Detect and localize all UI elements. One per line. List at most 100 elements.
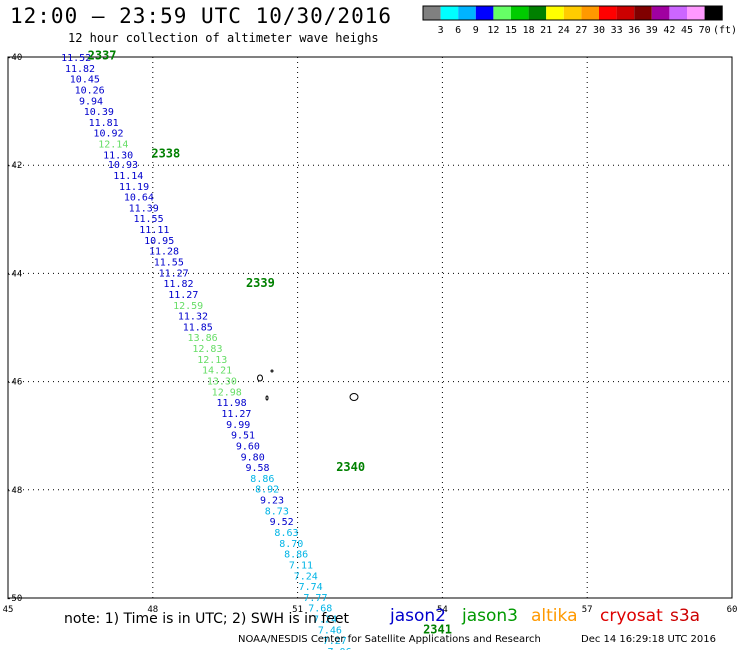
colorbar-swatch (546, 6, 564, 20)
swh-label: 11.28 (149, 247, 179, 258)
y-tick-label: -42 (6, 161, 22, 171)
swh-label: 10.45 (70, 75, 100, 86)
swh-label: 12.59 (173, 301, 203, 312)
footer-credit: NOAA/NESDIS Center for Satellite Applica… (238, 634, 541, 645)
colorbar-swatch (423, 6, 441, 20)
colorbar-swatch (669, 6, 687, 20)
colorbar-label: 30 (593, 25, 605, 36)
legend-cryosat: cryosat (600, 606, 663, 626)
swh-label: 7.46 (318, 625, 342, 636)
swh-label: 8.70 (279, 539, 303, 550)
colorbar-unit: (ft) (713, 25, 737, 36)
time-label: 2339 (246, 276, 275, 290)
swh-label: 7.24 (294, 571, 318, 582)
swh-label: 9.58 (245, 463, 269, 474)
swh-label: 12.98 (212, 387, 242, 398)
x-tick-label: 57 (582, 605, 593, 615)
colorbar-swatch (458, 6, 476, 20)
swh-label: 7.11 (289, 560, 313, 571)
island-outline (349, 393, 359, 401)
x-tick-label: 45 (3, 605, 14, 615)
time-label: 2337 (88, 48, 117, 62)
island-outline (270, 369, 274, 373)
page-title: 12:00 – 23:59 UTC 10/30/2016 (10, 4, 393, 28)
swh-label: 11.85 (183, 322, 213, 333)
swh-label: 11.32 (178, 312, 208, 323)
colorbar-swatch (440, 6, 459, 20)
swh-label: 8.86 (250, 474, 274, 485)
colorbar-label: 70 (699, 25, 711, 36)
swh-label: 11.98 (217, 398, 247, 409)
swh-label: 12.13 (197, 355, 227, 366)
island-outline (265, 395, 269, 401)
x-tick-label: 54 (437, 605, 448, 615)
colorbar-swatch (528, 6, 547, 20)
colorbar-swatch (634, 6, 652, 20)
colorbar-swatch (493, 6, 511, 20)
legend-jason2: jason2 (390, 606, 446, 626)
swh-label: 11.27 (221, 409, 251, 420)
time-label: 2341 (423, 622, 452, 636)
x-tick-label: 60 (727, 605, 738, 615)
footer-timestamp: Dec 14 16:29:18 UTC 2016 (581, 634, 716, 645)
colorbar-label: 36 (628, 25, 640, 36)
swh-label: 11.55 (133, 214, 163, 225)
colorbar-swatch (563, 6, 582, 20)
swh-label: 10.93 (108, 160, 138, 171)
swh-label: 9.51 (231, 431, 255, 442)
color-scale-bar: 3 6 9 12 15 18 21 24 27 30 33 36 39 42 45 70 (ft) (422, 5, 737, 36)
swh-label: 12.83 (192, 344, 222, 355)
colorbar-label: 24 (558, 25, 570, 36)
swh-label: 8.73 (265, 506, 289, 517)
swh-label: 11.14 (113, 171, 143, 182)
swh-label: 7.24 (313, 615, 337, 626)
swh-label: 11.81 (89, 118, 119, 129)
page-subtitle: 12 hour collection of altimeter wave hei… (68, 31, 379, 45)
swh-label: 10.92 (93, 129, 123, 140)
swh-label: 11.11 (139, 225, 169, 236)
swh-label: 10.95 (144, 236, 174, 247)
swh-label: 13.30 (207, 377, 237, 388)
colorbar-label: 3 (438, 25, 444, 36)
colorbar-label: 18 (523, 25, 535, 36)
swh-label: 7.74 (299, 582, 323, 593)
y-tick-label: -44 (6, 269, 22, 279)
colorbar-label: 6 (455, 25, 461, 36)
time-label: 2340 (336, 460, 365, 474)
swh-label: 11.19 (119, 182, 149, 193)
swh-label: 9.80 (241, 452, 265, 463)
island-outline (257, 374, 263, 382)
swh-label: 8.63 (274, 528, 298, 539)
colorbar-label: 39 (646, 25, 658, 36)
swh-label: 11.39 (129, 203, 159, 214)
colorbar-swatch (599, 6, 617, 20)
legend-jason3: jason3 (462, 606, 518, 626)
colorbar-swatch (475, 6, 494, 20)
swh-label: 7.06 (328, 647, 352, 650)
swh-label: 9.60 (236, 441, 260, 452)
swh-label: 11.27 (159, 268, 189, 279)
swh-label: 14.21 (202, 366, 232, 377)
swh-label: 13.86 (188, 333, 218, 344)
swh-label: 8.92 (255, 485, 279, 496)
swh-label: 9.99 (226, 420, 250, 431)
swh-label: 11.82 (163, 279, 193, 290)
swh-label: 7.77 (303, 593, 327, 604)
units-note: note: 1) Time is in UTC; 2) SWH is in fe… (64, 611, 350, 627)
swh-label: 8.86 (284, 550, 308, 561)
swh-label: 9.94 (79, 96, 103, 107)
colorbar-label: 21 (540, 25, 552, 36)
colorbar-swatch (511, 6, 529, 20)
y-tick-label: -48 (6, 486, 22, 496)
plot-frame (7, 56, 733, 599)
colorbar-label: 15 (505, 25, 517, 36)
colorbar-swatch (651, 6, 670, 20)
y-tick-label: -46 (6, 378, 22, 388)
colorbar-label: 27 (575, 25, 587, 36)
swh-label: 9.23 (260, 496, 284, 507)
swh-label: 10.26 (75, 85, 105, 96)
swh-label: 7.27 (323, 636, 347, 647)
colorbar-swatch (704, 6, 723, 20)
colorbar-swatch (581, 6, 599, 20)
